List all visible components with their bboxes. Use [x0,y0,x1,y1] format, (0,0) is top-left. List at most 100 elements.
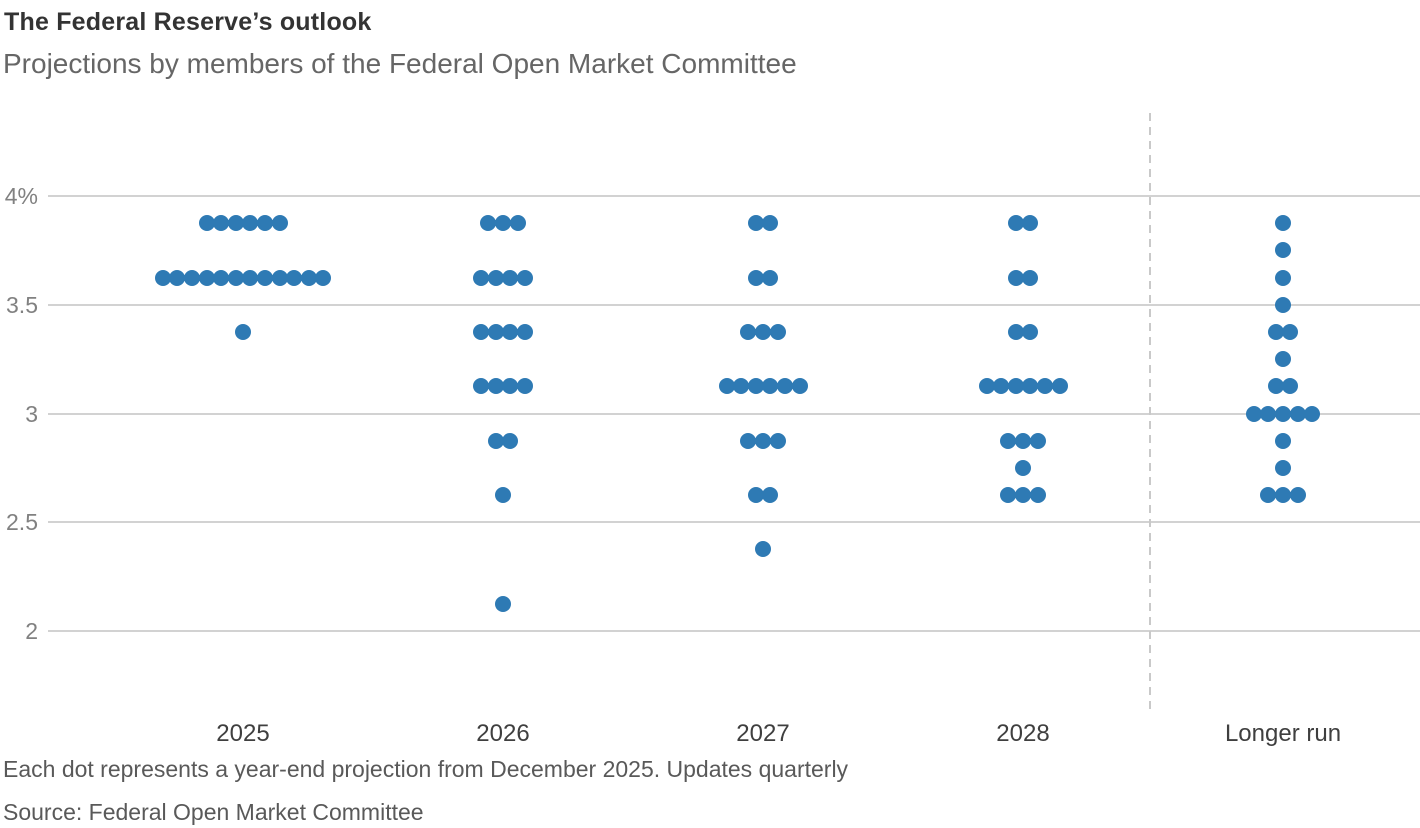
projection-dot [256,215,273,232]
projection-dot [1289,487,1306,504]
projection-dot [1007,215,1024,232]
projection-dot [502,378,519,395]
projection-dot [286,269,303,286]
x-axis-category-label: 2026 [476,720,530,747]
projection-dot [718,378,735,395]
projection-dot [300,269,317,286]
projection-dot [1267,323,1284,340]
projection-dot [213,215,230,232]
projection-dot [1022,323,1039,340]
projection-dot [1275,296,1291,313]
projection-dot [242,215,259,232]
projection-dot [487,323,504,340]
chart-subtitle: Projections by members of the Federal Op… [3,48,797,79]
projection-dot [256,269,273,286]
projection-dot [1000,487,1017,504]
projection-dot [762,378,779,395]
y-axis-tick-label: 3 [25,400,38,427]
projection-dot [1022,269,1039,286]
projection-dot [198,215,215,232]
projection-dot [1007,269,1024,286]
projection-dot [747,487,764,504]
y-axis-tick-label: 2 [25,618,38,644]
projection-dot [1022,378,1039,395]
y-axis-tick-label: 2.5 [6,509,38,536]
y-gridline [48,303,1420,306]
projection-dot [1007,378,1024,395]
projection-dot [315,269,332,286]
projection-dot [1015,432,1031,449]
projection-dot [1000,432,1017,449]
projection-dot [762,487,779,504]
projection-dot [495,595,511,612]
projection-dot [1036,378,1053,395]
chart-source: Source: Federal Open Market Committee [3,799,424,825]
projection-dot [740,323,757,340]
projection-dot [1267,378,1284,395]
projection-dot [169,269,186,286]
projection-dot [502,323,519,340]
projection-dot [509,215,526,232]
projection-dot [227,269,244,286]
projection-dot [1275,215,1291,232]
projection-dot [993,378,1010,395]
projection-dot [1304,405,1321,422]
y-gridline [48,412,1420,415]
longer-run-separator-line [1149,113,1151,715]
projection-dot [1275,459,1291,476]
y-gridline [48,195,1420,197]
projection-dot [271,215,288,232]
projection-dot [769,323,786,340]
projection-dot [1275,242,1291,259]
projection-dot [1051,378,1068,395]
projection-dot [1022,215,1039,232]
projection-dot [755,323,771,340]
projection-dot [198,269,215,286]
projection-dot [502,432,519,449]
projection-dot [495,215,511,232]
x-axis-category-label: 2025 [216,720,270,747]
projection-dot [1282,378,1299,395]
projection-dot [487,269,504,286]
projection-dot [1275,487,1291,504]
projection-dot [1245,405,1262,422]
projection-dot [1260,487,1277,504]
projection-dot [747,269,764,286]
chart-note: Each dot represents a year-end projectio… [3,756,849,782]
x-axis-category-label: 2028 [996,720,1050,747]
projection-dot [473,269,490,286]
projection-dot [502,269,519,286]
projection-dot [1275,432,1291,449]
projection-dot [271,269,288,286]
projection-dot [235,323,251,340]
projection-dot [213,269,230,286]
projection-dot [1275,269,1291,286]
x-axis-category-label: 2027 [736,720,790,747]
projection-dot [516,323,533,340]
projection-dot [1015,459,1031,476]
projection-dot [762,269,779,286]
projection-dot [755,541,771,558]
projection-dot [733,378,750,395]
projection-dot [769,432,786,449]
projection-dot [487,378,504,395]
chart-title: The Federal Reserve’s outlook [4,8,372,36]
y-axis-tick-label: 3.5 [6,291,38,318]
projection-dot [154,269,171,286]
projection-dot [978,378,995,395]
projection-dot [1289,405,1306,422]
projection-dot [1015,487,1031,504]
projection-dot [1029,487,1046,504]
y-gridline [48,630,1420,632]
projection-dot [776,378,793,395]
y-axis-tick-label: 4% [4,183,38,209]
projection-dot [1275,351,1291,368]
x-axis-category-label: Longer run [1224,720,1342,747]
projection-dot [1029,432,1046,449]
projection-dot [516,378,533,395]
projection-dot [487,432,504,449]
projection-dot [747,378,764,395]
projection-dot [516,269,533,286]
projection-dot [473,378,490,395]
